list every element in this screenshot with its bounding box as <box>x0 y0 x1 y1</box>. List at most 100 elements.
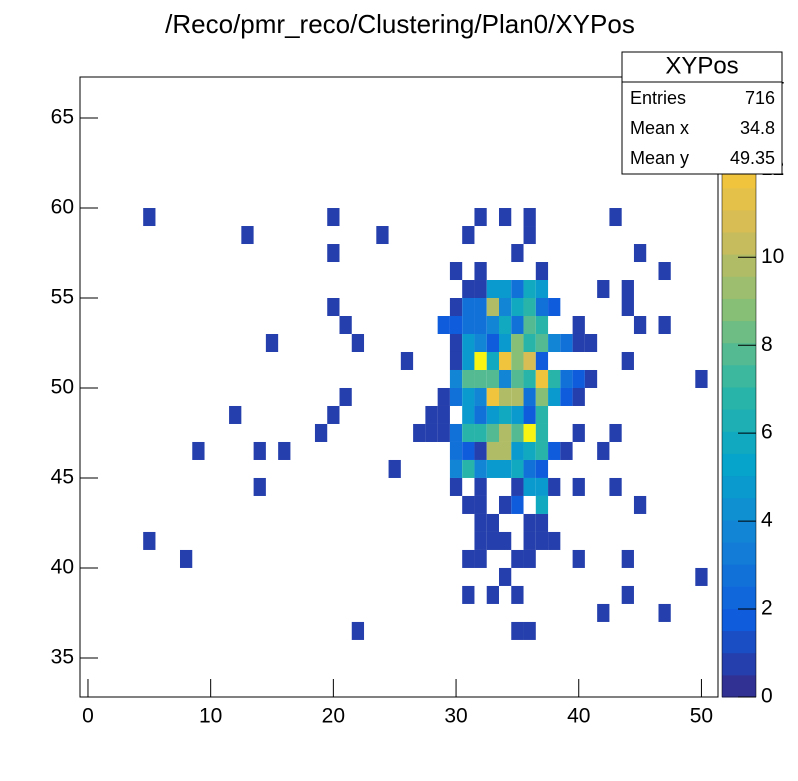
bin-cell <box>143 531 156 550</box>
bin-cell <box>474 351 487 370</box>
bin-cell <box>523 459 536 478</box>
bin-cell <box>498 495 512 514</box>
bin-cell <box>474 531 487 550</box>
color-band <box>722 652 756 676</box>
y-tick-label: 50 <box>51 376 74 399</box>
bin-cell <box>498 208 512 227</box>
x-tick-label: 20 <box>322 705 345 728</box>
color-band <box>722 475 756 499</box>
color-band <box>722 453 756 477</box>
bin-cell <box>695 567 708 586</box>
bin-cell <box>535 423 549 442</box>
bin-cell <box>535 531 549 550</box>
color-band <box>722 409 756 432</box>
bin-cell <box>449 423 463 442</box>
bin-cell <box>486 369 499 388</box>
color-band <box>722 298 756 322</box>
bin-cell <box>143 208 156 227</box>
bin-cell <box>486 351 499 370</box>
bin-cell <box>498 369 512 388</box>
color-band <box>722 431 756 454</box>
color-band <box>722 320 756 344</box>
bin-cell <box>584 333 598 352</box>
bin-cell <box>486 298 499 317</box>
bin-cell <box>425 423 438 442</box>
bin-cell <box>474 441 487 460</box>
color-band <box>722 342 756 366</box>
z-tick-label: 4 <box>761 509 773 532</box>
bin-cell <box>535 441 549 460</box>
bin-cell <box>486 333 499 352</box>
color-band <box>722 497 756 521</box>
bin-cell <box>449 441 463 460</box>
bin-cell <box>511 423 524 442</box>
bin-cell <box>474 262 487 281</box>
y-tick-label: 40 <box>51 556 74 579</box>
bin-cell <box>462 316 475 334</box>
bin-cell <box>511 477 524 496</box>
bin-cell <box>523 208 536 227</box>
bin-cell <box>535 513 549 532</box>
bin-cell <box>560 333 573 352</box>
bin-cell <box>523 441 536 460</box>
bin-cell <box>511 621 524 640</box>
x-tick-label: 40 <box>567 705 590 728</box>
bin-cell <box>511 441 524 460</box>
bin-cell <box>462 585 475 604</box>
stats-label: Entries <box>630 88 686 108</box>
bin-cell <box>695 369 708 388</box>
bin-cell <box>437 387 450 406</box>
bin-cell <box>474 333 487 352</box>
bin-cell <box>523 369 536 388</box>
bin-cell <box>548 298 561 317</box>
bin-cell <box>376 226 389 245</box>
bin-cell <box>535 333 549 352</box>
z-tick-label: 0 <box>761 685 773 708</box>
bin-cell <box>511 387 524 406</box>
bin-cell <box>658 262 671 281</box>
color-band <box>722 630 756 654</box>
bin-cell <box>584 369 598 388</box>
bin-cell <box>388 459 401 478</box>
bin-cell <box>535 351 549 370</box>
color-band <box>722 364 756 388</box>
x-tick-label: 50 <box>690 705 713 728</box>
bin-cell <box>523 226 536 245</box>
bin-cell <box>523 333 536 352</box>
bin-cell <box>449 369 463 388</box>
bin-cell <box>633 495 647 514</box>
bin-cell <box>609 423 622 442</box>
bin-cell <box>486 459 499 478</box>
y-tick-label: 45 <box>51 466 74 489</box>
bin-cell <box>351 333 365 352</box>
bin-cell <box>474 423 487 442</box>
color-band <box>722 519 756 543</box>
bin-cell <box>449 316 463 334</box>
bin-cell <box>498 298 512 317</box>
bin-cell <box>548 477 561 496</box>
bin-cell <box>462 495 475 514</box>
plot-area: 0 10 20 30 40 50 35 40 45 50 55 60 65 <box>51 76 719 728</box>
color-band <box>722 387 756 410</box>
bin-cell <box>351 621 365 640</box>
bin-cell <box>621 549 634 568</box>
bin-cell <box>548 441 561 460</box>
bin-cell <box>523 316 536 334</box>
y-tick-label: 60 <box>51 196 74 219</box>
bin-cell <box>486 513 499 532</box>
bin-cell <box>633 316 647 334</box>
bin-cell <box>548 531 561 550</box>
bin-cell <box>511 459 524 478</box>
bin-cell <box>486 280 499 299</box>
bin-cell <box>535 280 549 299</box>
stats-box: XYPos Entries 716 Mean x 34.8 Mean y 49.35 <box>621 51 783 175</box>
color-band <box>722 254 756 277</box>
bin-cell <box>511 351 524 370</box>
bin-cell <box>474 477 487 496</box>
bin-cell <box>535 459 549 478</box>
color-band <box>722 276 756 299</box>
bin-cell <box>462 387 475 406</box>
bin-cell <box>535 405 549 424</box>
bin-cell <box>498 280 512 299</box>
